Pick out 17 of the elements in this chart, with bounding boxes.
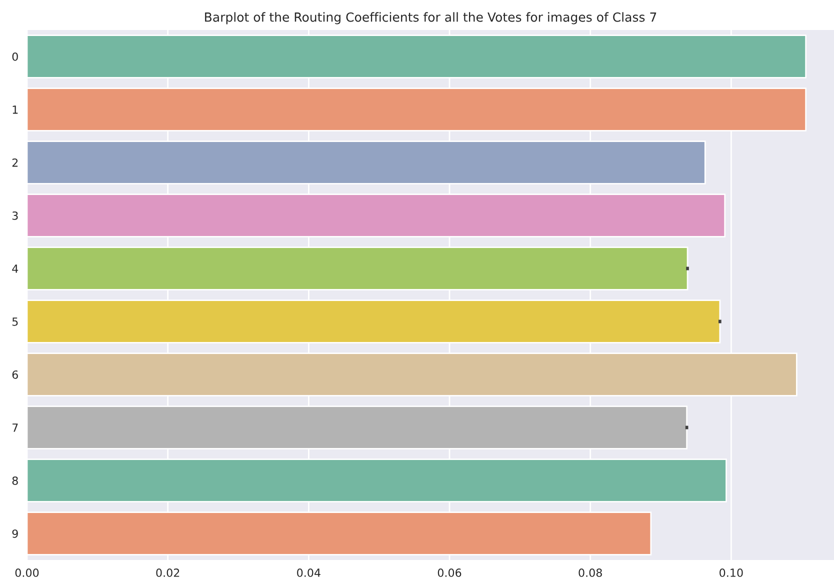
x-tick-label: 0.08	[578, 568, 602, 577]
x-tick-label: 0.00	[15, 568, 39, 577]
y-tick-label: 3	[12, 211, 18, 220]
chart-title: Barplot of the Routing Coefficients for all the Votes for images of Class 7	[205, 12, 656, 24]
y-tick-label: 4	[12, 264, 18, 273]
y-tick-label: 9	[12, 529, 18, 538]
y-tick-label: 7	[12, 424, 18, 432]
x-tick-label: 0.06	[438, 568, 462, 577]
y-tick-label: 0	[12, 52, 18, 61]
x-tick-label: 0.10	[720, 568, 743, 577]
x-tick-label: 0.04	[297, 568, 320, 577]
y-tick-label: 1	[12, 106, 18, 114]
y-tick-label: 2	[12, 158, 18, 167]
y-tick-label: 8	[12, 476, 18, 485]
y-tick-label: 5	[12, 318, 18, 326]
x-tick-label: 0.02	[156, 568, 180, 577]
y-tick-label: 6	[12, 370, 18, 379]
